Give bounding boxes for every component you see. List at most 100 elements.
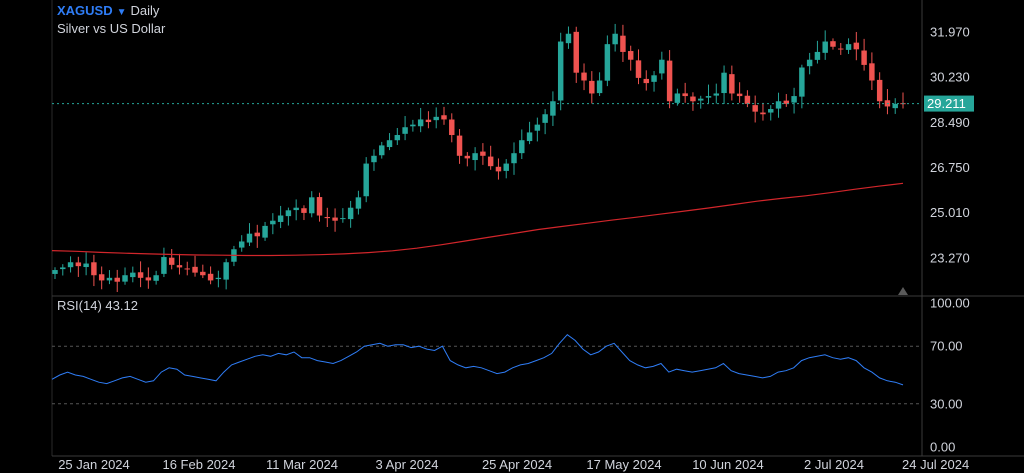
time-tick-label: 24 Jul 2024: [902, 457, 969, 472]
current-price-label: 29.211: [927, 96, 966, 111]
candle-body: [472, 153, 478, 161]
candle-body: [184, 268, 190, 270]
candle-body: [417, 119, 424, 127]
candle-body: [612, 33, 618, 45]
time-tick-label: 3 Apr 2024: [376, 457, 439, 472]
candle-body: [379, 145, 385, 156]
candle-body: [604, 44, 611, 81]
candle-body: [495, 166, 502, 172]
caret-down-icon[interactable]: ▼: [116, 7, 127, 18]
price-tick-label: 30.230: [930, 70, 970, 85]
candle-body: [91, 262, 97, 276]
time-tick-label: 25 Jan 2024: [58, 457, 130, 472]
candle-body: [130, 272, 136, 278]
candle-body: [98, 274, 105, 281]
candle-body: [783, 100, 790, 104]
candle-body: [293, 207, 299, 211]
candle-body: [573, 31, 579, 73]
rsi-line: [51, 334, 904, 386]
candle-body: [332, 217, 338, 221]
candle-body: [410, 124, 416, 127]
price-tick-label: 28.490: [930, 115, 970, 130]
candle-body: [285, 210, 292, 217]
candle-body: [845, 44, 852, 50]
candle-body: [106, 277, 113, 281]
candle-body: [52, 270, 58, 274]
candle-body: [799, 67, 805, 97]
candle-body: [596, 80, 603, 94]
chart-subtitle: Silver vs US Dollar: [57, 21, 166, 36]
candle-body: [760, 112, 766, 115]
candle-body: [869, 63, 875, 81]
candle-body: [394, 135, 401, 141]
candle-body: [620, 35, 626, 52]
timeframe-label[interactable]: Daily: [130, 3, 160, 18]
candle-body: [892, 103, 898, 109]
candle-body: [145, 277, 152, 281]
candle-body: [659, 59, 665, 74]
candle-body: [262, 225, 268, 238]
price-tick-label: 31.970: [930, 24, 970, 39]
candle-body: [519, 140, 525, 154]
candle-body: [775, 101, 782, 109]
candle-body: [876, 79, 883, 102]
candle-body: [526, 132, 533, 142]
rsi-tick-label: 70.00: [930, 339, 963, 354]
time-tick-label: 17 May 2024: [586, 457, 661, 472]
candle-body: [721, 72, 727, 94]
candle-body: [791, 96, 797, 103]
candle-body: [449, 119, 455, 136]
candle-body: [480, 151, 486, 156]
candle-body: [207, 273, 214, 281]
rsi-header: RSI(14) 43.12: [57, 298, 138, 313]
candle-body: [270, 220, 276, 225]
candle-body: [309, 197, 315, 214]
candle-body: [456, 135, 463, 156]
candle-body: [487, 156, 494, 167]
candle-body: [729, 74, 735, 94]
candle-body: [60, 267, 66, 270]
candle-body: [713, 93, 720, 96]
candle-body: [192, 266, 198, 273]
candle-body: [690, 96, 696, 102]
symbol-label[interactable]: XAGUSD: [57, 3, 113, 18]
candle-body: [363, 163, 369, 197]
candle-body: [736, 93, 743, 97]
candle-body: [830, 41, 836, 47]
candle-body: [853, 42, 860, 50]
candle-body: [75, 262, 82, 267]
candle-body: [67, 262, 74, 268]
candle-body: [161, 257, 167, 274]
candle-body: [340, 218, 346, 220]
candle-body: [238, 241, 245, 248]
candle-body: [651, 75, 657, 82]
candle-body: [861, 50, 867, 65]
candle-body: [347, 207, 354, 220]
candle-body: [565, 33, 572, 44]
candle-body: [277, 215, 284, 222]
candle-body: [122, 275, 128, 282]
candle-body: [371, 155, 377, 163]
candle-body: [698, 98, 704, 101]
candle-body: [814, 51, 821, 60]
candle-body: [682, 93, 688, 97]
candle-body: [503, 163, 509, 171]
rsi-tick-label: 30.00: [930, 396, 963, 411]
candle-body: [627, 51, 634, 60]
candle-body: [511, 153, 517, 164]
candle-body: [635, 60, 642, 78]
candle-body: [581, 72, 587, 81]
rsi-label: RSI(14): [57, 298, 102, 313]
symbol-header[interactable]: XAGUSD ▼ Daily: [57, 3, 159, 18]
candle-body: [200, 271, 206, 276]
candle-body: [752, 105, 758, 112]
candle-body: [674, 93, 681, 103]
price-tick-label: 25.010: [930, 205, 970, 220]
candle-body: [705, 96, 712, 98]
candle-body: [464, 155, 471, 159]
candle-body: [153, 275, 159, 281]
candle-body: [137, 272, 144, 278]
candle-body: [441, 115, 447, 120]
